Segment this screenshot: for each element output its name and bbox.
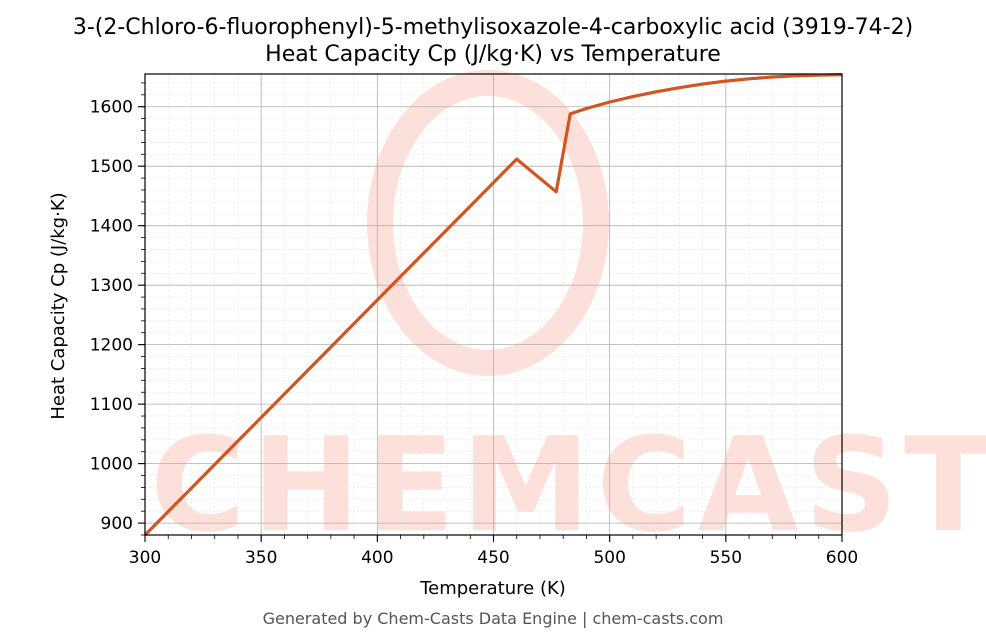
- x-tick-label: 500: [593, 548, 625, 568]
- series-layer: [143, 73, 843, 537]
- plot-frame: [144, 73, 843, 536]
- y-tick-label: 1300: [90, 276, 133, 296]
- y-tick-label: 1100: [90, 395, 133, 415]
- x-tick-label: 300: [129, 548, 161, 568]
- chart-title: 3-(2-Chloro-6-fluorophenyl)-5-methylisox…: [73, 15, 913, 40]
- y-tick-label: 1200: [90, 336, 133, 356]
- x-tick-label: 550: [710, 548, 742, 568]
- x-tick-label: 400: [361, 548, 393, 568]
- y-tick-label: 1500: [90, 157, 133, 177]
- y-tick-labels: 900 1000 1100 1200 1300 1400 1500 1600: [90, 98, 133, 534]
- y-tick-label: 1600: [90, 98, 133, 118]
- x-tick-labels: 300 350 400 450 500 550 600: [129, 548, 858, 568]
- y-tick-label: 1400: [90, 217, 133, 237]
- y-tick-label: 900: [101, 514, 133, 534]
- x-tick-label: 450: [477, 548, 509, 568]
- watermark: CHEMCASTS: [150, 70, 986, 561]
- x-tick-label: 350: [245, 548, 277, 568]
- y-axis-label: Heat Capacity Cp (J/kg·K): [48, 192, 69, 419]
- y-tick-label: 1000: [90, 455, 133, 475]
- x-tick-label: 600: [826, 548, 858, 568]
- series-line: [143, 73, 843, 537]
- x-axis-label: Temperature (K): [419, 578, 566, 599]
- watermark-logo-ring: [367, 70, 609, 376]
- watermark-text: CHEMCASTS: [150, 409, 986, 561]
- footer-credit: Generated by Chem-Casts Data Engine | ch…: [263, 609, 724, 628]
- chart-subtitle: Heat Capacity Cp (J/kg·K) vs Temperature: [265, 42, 721, 67]
- axis-ticks: [138, 82, 843, 542]
